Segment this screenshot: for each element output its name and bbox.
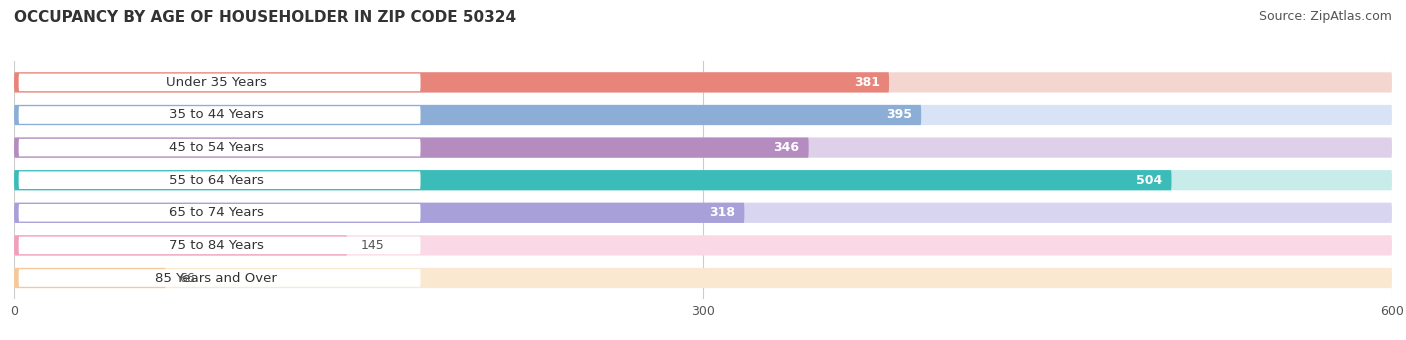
FancyBboxPatch shape xyxy=(18,106,420,124)
Text: 66: 66 xyxy=(180,272,195,285)
FancyBboxPatch shape xyxy=(14,268,166,288)
FancyBboxPatch shape xyxy=(14,105,921,125)
Text: 85 Years and Over: 85 Years and Over xyxy=(155,272,277,285)
FancyBboxPatch shape xyxy=(14,235,1392,256)
Text: 65 to 74 Years: 65 to 74 Years xyxy=(169,206,263,219)
FancyBboxPatch shape xyxy=(14,137,808,158)
FancyBboxPatch shape xyxy=(18,73,420,91)
Text: Source: ZipAtlas.com: Source: ZipAtlas.com xyxy=(1258,10,1392,23)
FancyBboxPatch shape xyxy=(14,268,1392,288)
Text: 35 to 44 Years: 35 to 44 Years xyxy=(169,108,263,121)
FancyBboxPatch shape xyxy=(14,72,889,92)
FancyBboxPatch shape xyxy=(14,235,347,256)
FancyBboxPatch shape xyxy=(18,237,420,254)
FancyBboxPatch shape xyxy=(18,204,420,222)
FancyBboxPatch shape xyxy=(14,72,1392,92)
Text: Under 35 Years: Under 35 Years xyxy=(166,76,267,89)
FancyBboxPatch shape xyxy=(14,105,1392,125)
FancyBboxPatch shape xyxy=(18,139,420,156)
Text: 145: 145 xyxy=(361,239,385,252)
FancyBboxPatch shape xyxy=(14,137,1392,158)
Text: OCCUPANCY BY AGE OF HOUSEHOLDER IN ZIP CODE 50324: OCCUPANCY BY AGE OF HOUSEHOLDER IN ZIP C… xyxy=(14,10,516,25)
FancyBboxPatch shape xyxy=(18,171,420,189)
FancyBboxPatch shape xyxy=(14,170,1392,190)
FancyBboxPatch shape xyxy=(14,203,1392,223)
Text: 381: 381 xyxy=(853,76,880,89)
FancyBboxPatch shape xyxy=(14,170,1171,190)
Text: 318: 318 xyxy=(709,206,735,219)
Text: 395: 395 xyxy=(886,108,912,121)
Text: 55 to 64 Years: 55 to 64 Years xyxy=(169,174,263,187)
FancyBboxPatch shape xyxy=(14,203,744,223)
Text: 346: 346 xyxy=(773,141,800,154)
FancyBboxPatch shape xyxy=(18,269,420,287)
Text: 75 to 84 Years: 75 to 84 Years xyxy=(169,239,263,252)
Text: 45 to 54 Years: 45 to 54 Years xyxy=(169,141,263,154)
Text: 504: 504 xyxy=(1136,174,1163,187)
